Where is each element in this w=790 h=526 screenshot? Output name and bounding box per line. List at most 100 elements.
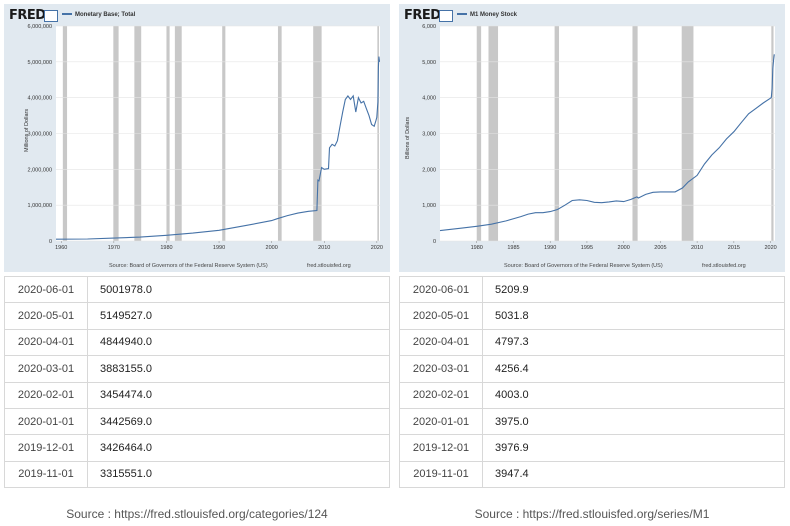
monetary-base-panel: 0 1,000,000 2,000,000 3,000,000 4,000,000 5,0… bbox=[4, 4, 390, 521]
legend-label: M1 Money Stock bbox=[470, 12, 518, 18]
y-tick-label: 4,000,000 bbox=[28, 96, 52, 102]
source-footer: Source : https://fred.stlouisfed.org/cat… bbox=[66, 507, 328, 521]
fred-logo: FRED bbox=[404, 8, 441, 23]
row-value: 3975.0 bbox=[482, 407, 785, 436]
x-tick-label: 2010 bbox=[691, 245, 703, 251]
chart-legend: M1 Money Stock bbox=[457, 12, 517, 18]
source-url: fred.stlouisfed.org bbox=[307, 263, 351, 269]
row-value: 3315551.0 bbox=[87, 460, 390, 489]
y-tick-label: 3,000,000 bbox=[28, 132, 52, 138]
x-tick-label: 1980 bbox=[160, 245, 172, 251]
x-tick-label: 2000 bbox=[266, 245, 278, 251]
row-date: 2020-03-01 bbox=[4, 355, 88, 383]
y-tick-label: 2,000,000 bbox=[28, 167, 52, 173]
y-axis-label: Billions of Dollars bbox=[405, 116, 411, 159]
row-date: 2019-11-01 bbox=[399, 460, 483, 489]
row-date: 2020-02-01 bbox=[4, 381, 88, 409]
x-tick-label: 1970 bbox=[108, 245, 120, 251]
x-tick-label: 1960 bbox=[55, 245, 67, 251]
legend-label: Monetary Base; Total bbox=[75, 12, 136, 18]
row-date: 2019-12-01 bbox=[399, 434, 483, 462]
row-date: 2019-11-01 bbox=[4, 460, 88, 489]
x-tick-label: 2010 bbox=[318, 245, 330, 251]
row-date: 2020-01-01 bbox=[4, 407, 88, 436]
row-date: 2020-02-01 bbox=[399, 381, 483, 409]
y-tick-label: 6,000 bbox=[422, 24, 436, 30]
y-tick-label: 6,000,000 bbox=[28, 24, 52, 30]
row-date: 2020-04-01 bbox=[4, 328, 88, 357]
table-row: 2020-05-01 5149527.0 bbox=[4, 302, 390, 330]
monetary-base-table: 2020-06-01 5001978.0 2020-05-01 5149527.0 20… bbox=[4, 275, 390, 489]
y-tick-label: 0 bbox=[49, 239, 52, 245]
y-tick-label: 0 bbox=[433, 239, 436, 245]
monetary-base-chart-svg: 0 1,000,000 2,000,000 3,000,000 4,000,000 5,0… bbox=[28, 24, 383, 251]
table-row: 2020-04-01 4797.3 bbox=[399, 328, 785, 357]
table-row: 2019-11-01 3315551.0 bbox=[4, 460, 390, 489]
row-date: 2020-04-01 bbox=[399, 328, 483, 357]
table-row: 2020-04-01 4844940.0 bbox=[4, 328, 390, 357]
source-note: Source: Board of Governors of the Federa… bbox=[109, 263, 268, 269]
legend-swatch bbox=[62, 13, 72, 16]
source-note: Source: Board of Governors of the Federa… bbox=[504, 263, 663, 269]
x-tick-label: 1990 bbox=[544, 245, 556, 251]
x-tick-label: 2005 bbox=[654, 245, 666, 251]
legend-swatch bbox=[457, 13, 467, 16]
row-value: 3442569.0 bbox=[87, 407, 390, 436]
source-url: fred.stlouisfed.org bbox=[702, 263, 746, 269]
row-date: 2020-05-01 bbox=[399, 302, 483, 330]
table-row: 2020-01-01 3442569.0 bbox=[4, 407, 390, 436]
row-value: 3883155.0 bbox=[87, 355, 390, 383]
row-date: 2019-12-01 bbox=[4, 434, 88, 462]
y-tick-label: 4,000 bbox=[422, 96, 436, 102]
fred-logo: FRED bbox=[9, 8, 46, 23]
row-value: 3976.9 bbox=[482, 434, 785, 462]
x-tick-label: 1980 bbox=[471, 245, 483, 251]
x-tick-label: 1990 bbox=[213, 245, 225, 251]
row-value: 4256.4 bbox=[482, 355, 785, 383]
table-row: 2019-11-01 3947.4 bbox=[399, 460, 785, 489]
x-tick-label: 1985 bbox=[507, 245, 519, 251]
m1-money-stock-panel: 0 1,000 2,000 3,000 4,000 5,000 6,000 1980 1985 1… bbox=[399, 4, 785, 521]
row-date: 2020-06-01 bbox=[4, 275, 88, 304]
row-value: 3947.4 bbox=[482, 460, 785, 489]
table-row: 2020-02-01 4003.0 bbox=[399, 381, 785, 409]
row-value: 3454474.0 bbox=[87, 381, 390, 409]
row-date: 2020-03-01 bbox=[399, 355, 483, 383]
row-value: 5031.8 bbox=[482, 302, 785, 330]
y-tick-label: 1,000 bbox=[422, 203, 436, 209]
table-row: 2020-01-01 3975.0 bbox=[399, 407, 785, 436]
table-row: 2020-06-01 5209.9 bbox=[399, 275, 785, 304]
row-date: 2020-01-01 bbox=[399, 407, 483, 436]
table-row: 2020-03-01 3883155.0 bbox=[4, 355, 390, 383]
y-tick-label: 5,000,000 bbox=[28, 60, 52, 66]
m1-money-stock-chart: 0 1,000 2,000 3,000 4,000 5,000 6,000 1980 1985 1… bbox=[399, 4, 785, 272]
x-tick-label: 1995 bbox=[581, 245, 593, 251]
row-value: 3426464.0 bbox=[87, 434, 390, 462]
m1-money-stock-table: 2020-06-01 5209.9 2020-05-01 5031.8 2020-04-… bbox=[399, 275, 785, 489]
x-tick-label: 2020 bbox=[764, 245, 776, 251]
m1-money-stock-chart-svg: 0 1,000 2,000 3,000 4,000 5,000 6,000 1980 1985 1… bbox=[422, 24, 776, 251]
fred-graph-icon bbox=[44, 10, 58, 22]
table-row: 2020-03-01 4256.4 bbox=[399, 355, 785, 383]
chart-legend: Monetary Base; Total bbox=[62, 12, 135, 18]
row-value: 4797.3 bbox=[482, 328, 785, 357]
row-date: 2020-05-01 bbox=[4, 302, 88, 330]
row-value: 5149527.0 bbox=[87, 302, 390, 330]
table-row: 2020-06-01 5001978.0 bbox=[4, 275, 390, 304]
row-value: 4003.0 bbox=[482, 381, 785, 409]
x-tick-label: 2000 bbox=[618, 245, 630, 251]
y-tick-label: 5,000 bbox=[422, 60, 436, 66]
row-date: 2020-06-01 bbox=[399, 275, 483, 304]
table-row: 2019-12-01 3426464.0 bbox=[4, 434, 390, 462]
table-row: 2019-12-01 3976.9 bbox=[399, 434, 785, 462]
y-tick-label: 2,000 bbox=[422, 167, 436, 173]
x-tick-label: 2020 bbox=[371, 245, 383, 251]
series-line bbox=[439, 54, 775, 232]
table-row: 2020-02-01 3454474.0 bbox=[4, 381, 390, 409]
y-tick-label: 3,000 bbox=[422, 132, 436, 138]
monetary-base-chart: 0 1,000,000 2,000,000 3,000,000 4,000,000 5,0… bbox=[4, 4, 390, 272]
source-footer: Source : https://fred.stlouisfed.org/ser… bbox=[474, 507, 710, 521]
row-value: 5001978.0 bbox=[87, 275, 390, 304]
table-row: 2020-05-01 5031.8 bbox=[399, 302, 785, 330]
fred-graph-icon bbox=[439, 10, 453, 22]
